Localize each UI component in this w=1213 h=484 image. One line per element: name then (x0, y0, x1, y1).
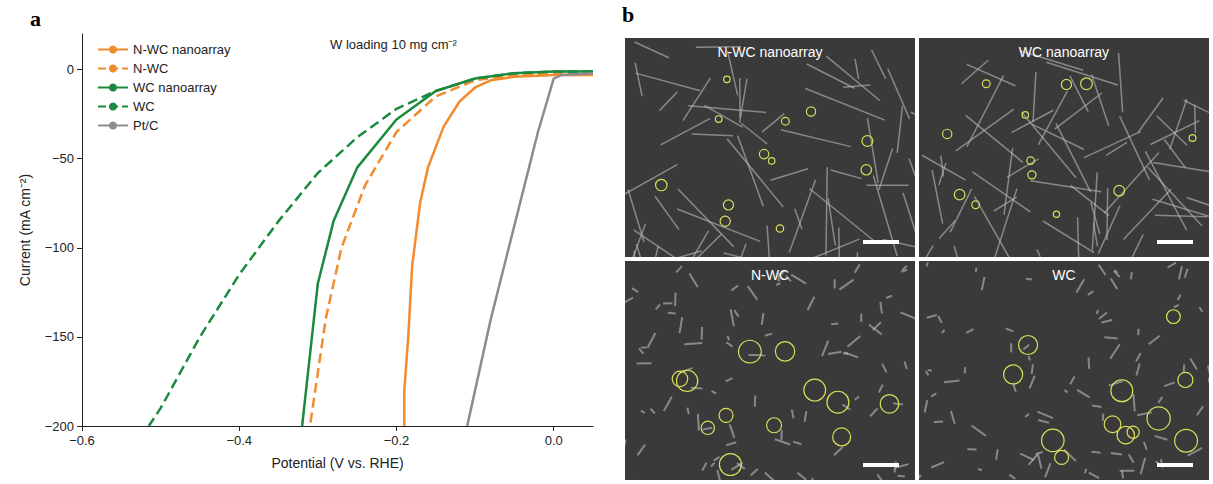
svg-text:−50: −50 (52, 151, 74, 166)
html-text:N-WC: N-WC (750, 267, 789, 283)
html-text:a: a (30, 6, 41, 31)
html-text:WC nanoarray: WC nanoarray (1018, 44, 1110, 60)
svg-text:WC: WC (133, 99, 155, 114)
svg-text:−150: −150 (45, 329, 74, 344)
svg-text:Current (mA cm⁻²): Current (mA cm⁻²) (17, 174, 33, 286)
svg-text:0.0: 0.0 (545, 433, 563, 448)
svg-text:−0.4: −0.4 (226, 433, 252, 448)
svg-text:0: 0 (67, 62, 74, 77)
svg-text:WC nanoarray: WC nanoarray (133, 80, 217, 95)
html-text:N-WC nanoarray: N-WC nanoarray (717, 44, 823, 60)
svg-text:N-WC: N-WC (133, 61, 168, 76)
html-text:b: b (622, 2, 635, 27)
svg-text:−0.2: −0.2 (384, 433, 410, 448)
svg-text:W loading 10 mg cm⁻²: W loading 10 mg cm⁻² (330, 37, 457, 52)
svg-text:−100: −100 (45, 240, 74, 255)
svg-text:N-WC nanoarray: N-WC nanoarray (133, 42, 231, 57)
svg-text:Potential (V vs. RHE): Potential (V vs. RHE) (271, 455, 403, 471)
svg-text:−200: −200 (45, 419, 74, 434)
svg-text:−0.6: −0.6 (69, 433, 95, 448)
html-text:WC: WC (1052, 267, 1076, 283)
svg-text:Pt/C: Pt/C (133, 118, 158, 133)
